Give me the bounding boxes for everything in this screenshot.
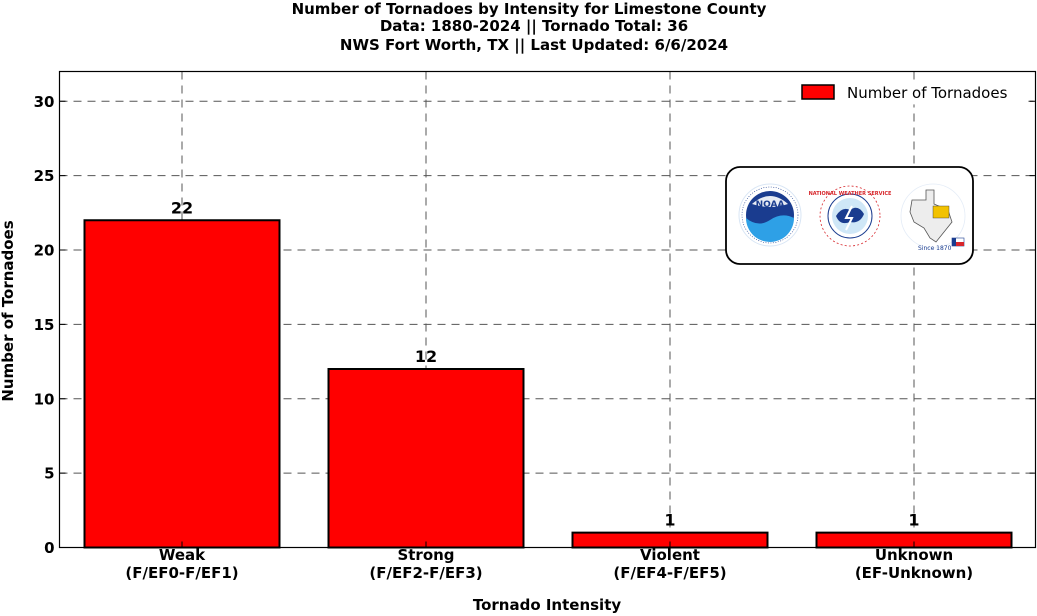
- x-tick-label: (F/EF4-F/EF5): [613, 564, 726, 582]
- logo-panel: NOAA NATIONAL WEATHER SERVICE Si: [725, 166, 974, 265]
- nws-logo: NATIONAL WEATHER SERVICE: [809, 185, 892, 247]
- y-tick-label: 25: [34, 167, 55, 185]
- y-tick-label: 5: [44, 465, 54, 483]
- y-tick-label: 0: [44, 539, 54, 557]
- y-axis-ticks: 0 5 10 15 20 25 30: [34, 93, 1036, 557]
- bar-value-label: 12: [415, 347, 437, 366]
- nws-fort-worth-logo: Since 1870: [900, 183, 966, 252]
- x-tick-label: Violent: [640, 546, 700, 564]
- x-tick-label: (F/EF2-F/EF3): [369, 564, 482, 582]
- nws-logo-text: NATIONAL WEATHER SERVICE: [809, 191, 892, 197]
- chart-title-line-3: NWS Fort Worth, TX || Last Updated: 6/6/…: [340, 36, 728, 55]
- chart-title: Number of Tornadoes by Intensity for Lim…: [292, 0, 767, 55]
- y-tick-label: 30: [34, 93, 55, 111]
- x-axis-label: Tornado Intensity: [473, 596, 622, 614]
- bar: [327, 368, 525, 549]
- chart-title-line-1: Number of Tornadoes by Intensity for Lim…: [292, 0, 767, 18]
- y-axis-label: Number of Tornadoes: [0, 220, 17, 401]
- bars: [83, 219, 1013, 549]
- chart-title-line-2: Data: 1880-2024 || Tornado Total: 36: [380, 17, 688, 36]
- x-axis-ticks: Weak(F/EF0-F/EF1) Strong(F/EF2-F/EF3) Viol…: [125, 541, 973, 582]
- bar-value-label: 1: [664, 511, 675, 530]
- x-tick-label: Strong: [397, 546, 454, 564]
- x-tick-label: Weak: [159, 546, 206, 564]
- x-tick-label: (EF-Unknown): [855, 564, 973, 582]
- noaa-logo-text: NOAA: [756, 200, 785, 210]
- x-tick-label: Unknown: [875, 546, 953, 564]
- bar-value-label: 1: [908, 511, 919, 530]
- fwd-logo-since: Since 1870: [918, 245, 952, 252]
- data-labels: 22 12 1 1: [171, 198, 920, 529]
- legend-swatch: [801, 84, 835, 100]
- x-tick-label: (F/EF0-F/EF1): [125, 564, 238, 582]
- bar: [83, 219, 281, 549]
- y-tick-label: 20: [34, 242, 55, 260]
- legend: Number of Tornadoes: [795, 79, 1029, 105]
- legend-label: Number of Tornadoes: [847, 84, 1008, 102]
- y-tick-label: 15: [34, 316, 55, 334]
- y-tick-label: 10: [34, 390, 55, 408]
- bar-value-label: 22: [171, 198, 193, 217]
- noaa-logo: NOAA: [738, 183, 802, 247]
- plot-frame: [58, 70, 1037, 549]
